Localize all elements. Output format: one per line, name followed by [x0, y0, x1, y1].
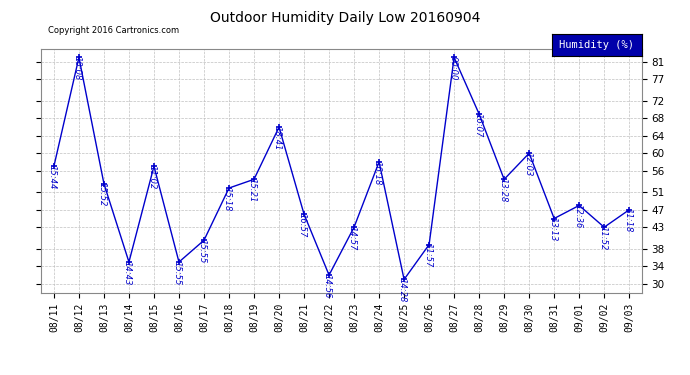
Text: 11:18: 11:18 — [623, 209, 632, 233]
Text: 15:55: 15:55 — [198, 239, 207, 263]
Text: 14:28: 14:28 — [398, 278, 407, 303]
Text: 14:57: 14:57 — [348, 226, 357, 250]
Text: 16:07: 16:07 — [473, 113, 482, 137]
Text: Copyright 2016 Cartronics.com: Copyright 2016 Cartronics.com — [48, 26, 179, 35]
Text: 12:36: 12:36 — [573, 204, 582, 228]
Text: 15:44: 15:44 — [48, 165, 57, 189]
Text: 11:57: 11:57 — [423, 243, 432, 268]
Text: 13:28: 13:28 — [498, 178, 507, 203]
Text: 00:00: 00:00 — [448, 56, 457, 81]
Text: 13:13: 13:13 — [548, 217, 557, 242]
Text: 16:18: 16:18 — [373, 160, 382, 185]
Text: 15:55: 15:55 — [173, 261, 182, 285]
Text: 14:43: 14:43 — [123, 261, 132, 285]
Text: Humidity (%): Humidity (%) — [560, 40, 634, 50]
Text: 16:57: 16:57 — [298, 213, 307, 237]
Text: 18:41: 18:41 — [273, 126, 282, 150]
Text: 14:56: 14:56 — [323, 274, 332, 298]
Text: 11:02: 11:02 — [148, 165, 157, 189]
Text: Outdoor Humidity Daily Low 20160904: Outdoor Humidity Daily Low 20160904 — [210, 11, 480, 25]
Text: 15:18: 15:18 — [223, 187, 232, 211]
Text: 11:52: 11:52 — [598, 226, 607, 250]
Text: 15:52: 15:52 — [98, 182, 107, 207]
Text: 12:03: 12:03 — [523, 152, 532, 176]
Text: 15:21: 15:21 — [248, 178, 257, 203]
Text: 10:08: 10:08 — [73, 56, 82, 81]
